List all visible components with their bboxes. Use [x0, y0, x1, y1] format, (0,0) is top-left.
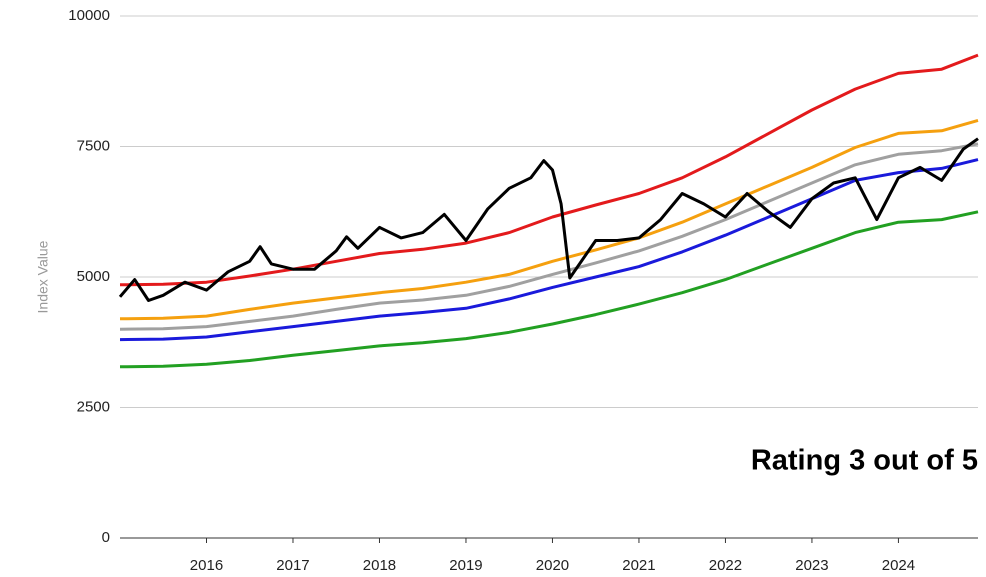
line-series: [119, 210, 979, 369]
x-tick-label: 2024: [882, 557, 915, 574]
line-series: [119, 53, 979, 287]
x-tick-label: 2021: [622, 557, 655, 574]
y-tick-label: 7500: [77, 137, 110, 154]
y-tick-label: 0: [102, 529, 110, 546]
x-tick-label: 2018: [363, 557, 396, 574]
y-axis-label: Index Value: [35, 240, 51, 313]
x-tick-label: 2016: [190, 557, 223, 574]
y-tick-label: 2500: [77, 398, 110, 415]
line-series: [118, 137, 979, 302]
x-tick-label: 2020: [536, 557, 569, 574]
x-tick-label: 2022: [709, 557, 742, 574]
annotation: Rating 3 out of 5: [751, 445, 978, 477]
x-tick-label: 2017: [276, 557, 309, 574]
y-tick-label: 5000: [77, 268, 110, 285]
line-series: [119, 118, 979, 321]
line-series: [119, 142, 979, 331]
x-tick-label: 2023: [795, 557, 828, 574]
line-series: [119, 158, 979, 342]
y-tick-label: 10000: [68, 7, 110, 24]
x-tick-label: 2019: [449, 557, 482, 574]
